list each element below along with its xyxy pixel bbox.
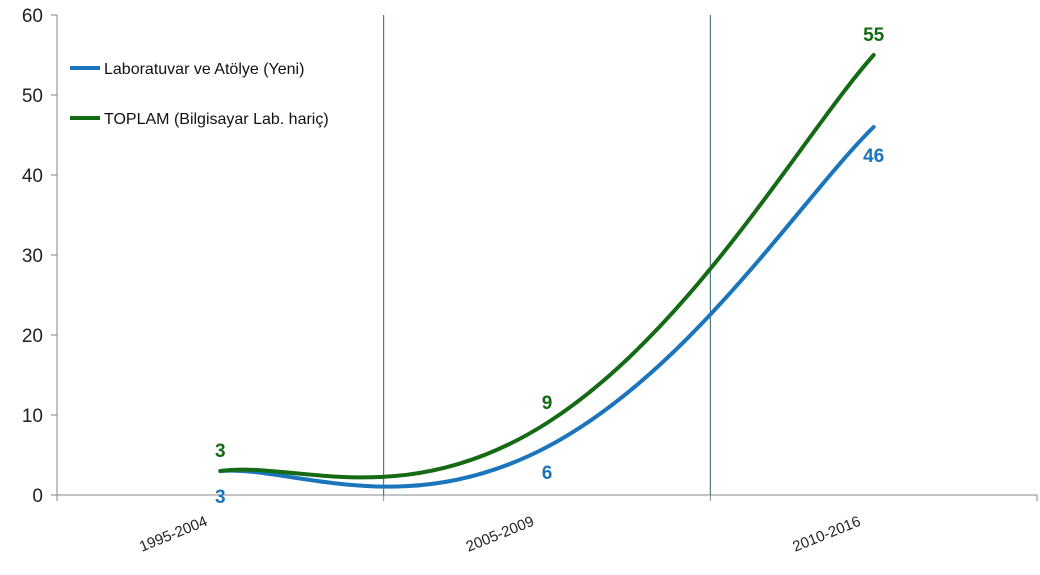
y-tick-label: 0 <box>32 486 43 507</box>
axes <box>51 14 1038 501</box>
data-label: 9 <box>542 393 553 414</box>
series-lines <box>218 53 876 489</box>
y-tick-label: 60 <box>22 6 43 27</box>
data-label: 3 <box>215 487 226 508</box>
x-tick-label: 2010-2016 <box>790 513 863 556</box>
data-label: 55 <box>863 25 885 46</box>
y-tick-labels: 0 10 20 30 40 50 60 <box>22 6 43 507</box>
x-tick-labels: 1995-2004 2005-2009 2010-2016 <box>137 513 863 556</box>
x-tick-label: 2005-2009 <box>464 513 537 556</box>
legend-label: Laboratuvar ve Atölye (Yeni) <box>104 61 304 78</box>
y-tick-label: 10 <box>22 406 43 427</box>
series-line-0 <box>218 125 876 489</box>
x-tick-label: 1995-2004 <box>137 513 210 556</box>
data-label: 3 <box>215 441 226 462</box>
series-line-1 <box>218 53 876 480</box>
data-labels: 3 6 46 3 9 55 <box>215 25 885 508</box>
y-tick-label: 20 <box>22 326 43 347</box>
y-tick-label: 40 <box>22 166 43 187</box>
data-label: 6 <box>542 463 553 484</box>
y-tick-label: 30 <box>22 246 43 267</box>
y-tick-label: 50 <box>22 86 43 107</box>
data-label: 46 <box>863 146 884 167</box>
category-separators <box>383 15 711 495</box>
legend: Laboratuvar ve Atölye (Yeni) TOPLAM (Bilg… <box>70 61 329 128</box>
legend-label: TOPLAM (Bilgisayar Lab. hariç) <box>104 111 329 128</box>
